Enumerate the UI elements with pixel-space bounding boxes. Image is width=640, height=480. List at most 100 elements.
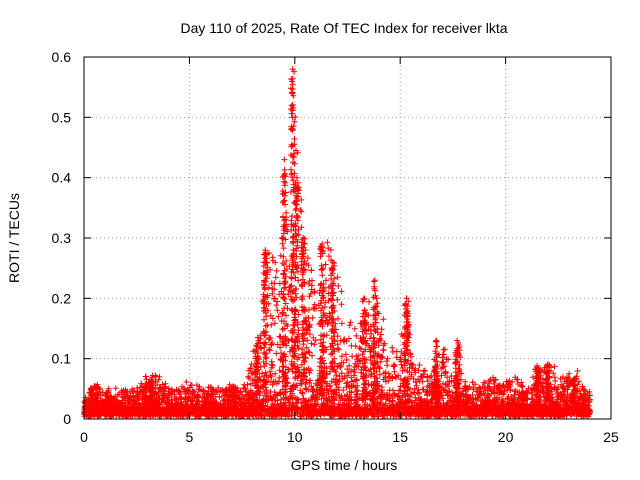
data-point	[379, 401, 386, 408]
data-point	[340, 337, 347, 344]
data-point	[416, 362, 423, 368]
data-point	[278, 396, 285, 403]
data-point	[180, 385, 187, 392]
data-point	[511, 392, 518, 399]
data-point	[129, 412, 136, 419]
data-point	[487, 386, 494, 392]
data-point	[340, 401, 347, 408]
data-point	[242, 385, 249, 392]
data-point	[351, 325, 358, 332]
data-point	[334, 341, 341, 348]
data-point	[231, 384, 237, 391]
data-point	[445, 356, 452, 363]
data-point	[130, 398, 137, 405]
data-point	[375, 363, 381, 370]
data-point	[156, 395, 163, 402]
data-point	[582, 412, 588, 419]
data-point	[258, 345, 265, 352]
data-point	[337, 363, 344, 370]
data-point	[309, 277, 315, 284]
data-point	[399, 394, 406, 401]
data-point	[552, 403, 559, 410]
data-point	[516, 391, 523, 398]
data-point	[255, 337, 262, 344]
data-point	[527, 406, 534, 413]
data-point	[486, 378, 493, 384]
data-point	[241, 402, 248, 409]
data-point	[353, 391, 360, 398]
data-point	[557, 375, 564, 382]
data-point	[273, 302, 280, 309]
data-point	[83, 407, 90, 414]
data-point	[518, 379, 525, 386]
data-point	[176, 391, 183, 398]
data-point	[537, 411, 544, 418]
data-point	[383, 391, 390, 398]
data-point	[580, 386, 587, 393]
data-point	[445, 383, 452, 390]
data-point	[327, 368, 333, 375]
data-point	[394, 401, 401, 408]
data-point	[263, 387, 270, 394]
data-point	[407, 353, 414, 360]
data-point	[473, 396, 480, 403]
data-point	[108, 412, 115, 419]
data-point	[278, 350, 285, 357]
data-point	[355, 363, 362, 370]
data-point	[478, 388, 484, 395]
data-point	[284, 228, 291, 235]
data-point	[375, 351, 382, 358]
data-point	[303, 379, 310, 386]
data-point	[561, 413, 568, 420]
data-point	[165, 385, 172, 392]
data-point	[273, 267, 280, 274]
data-point	[240, 400, 247, 407]
data-point	[195, 394, 202, 401]
data-point	[163, 404, 170, 411]
data-point	[94, 394, 101, 401]
data-point	[391, 390, 398, 397]
data-point	[272, 259, 279, 266]
data-point	[528, 390, 535, 397]
data-point	[266, 347, 273, 354]
data-point	[288, 275, 295, 282]
data-point	[306, 293, 313, 300]
data-point	[470, 384, 477, 391]
data-point	[140, 404, 147, 411]
data-point	[439, 354, 446, 361]
data-point	[352, 360, 359, 367]
data-point	[551, 386, 558, 393]
data-point	[241, 381, 248, 388]
data-point	[294, 268, 301, 275]
data-point	[352, 343, 359, 350]
data-point	[353, 377, 360, 384]
data-point	[304, 337, 311, 344]
data-point	[377, 358, 384, 365]
data-point	[139, 389, 146, 396]
data-point	[397, 356, 403, 363]
data-point	[347, 408, 354, 415]
data-point	[313, 394, 320, 401]
data-point	[223, 392, 230, 399]
data-point	[118, 388, 125, 395]
data-point	[374, 413, 381, 420]
data-point	[293, 147, 299, 154]
data-point	[160, 394, 167, 401]
data-point	[323, 332, 330, 339]
data-point	[479, 410, 486, 417]
data-point	[379, 387, 386, 394]
data-point	[506, 405, 513, 412]
data-point	[440, 380, 447, 387]
data-point	[349, 383, 355, 390]
data-point	[573, 373, 580, 380]
data-point	[272, 274, 279, 281]
data-point	[227, 389, 234, 396]
data-point	[339, 375, 346, 382]
data-point	[321, 304, 328, 310]
data-point	[356, 344, 363, 351]
data-point	[403, 412, 409, 419]
data-point	[317, 410, 323, 417]
data-point	[487, 400, 494, 407]
data-point	[204, 390, 211, 396]
data-point	[196, 383, 203, 390]
